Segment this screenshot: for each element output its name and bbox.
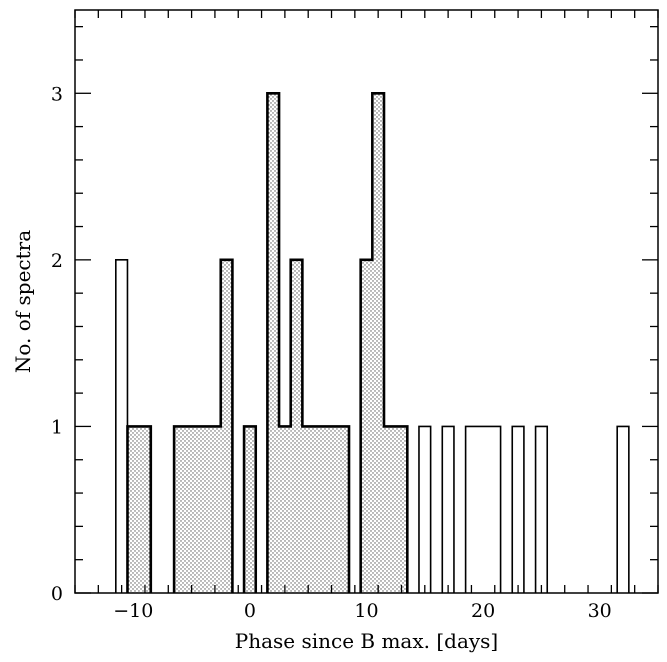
y-tick-labels: 0 1 2 3 — [51, 83, 63, 605]
y-tick-label: 2 — [51, 250, 63, 272]
histogram-bin-step — [511, 425, 525, 593]
x-tick-label: 20 — [471, 600, 495, 622]
shaded-bin — [220, 259, 233, 593]
shaded-bin — [244, 426, 256, 593]
shaded-bin — [395, 426, 408, 593]
y-tick-label: 1 — [51, 416, 63, 438]
x-tick-label: −10 — [113, 600, 153, 622]
shaded-bin — [127, 426, 140, 593]
shaded-bins — [127, 93, 408, 594]
shaded-bin — [267, 93, 280, 594]
y-axis-label: No. of spectra — [11, 230, 35, 373]
shaded-bin — [383, 426, 396, 593]
shaded-bin-outline — [126, 425, 153, 593]
y-tick-label: 0 — [51, 583, 63, 605]
y-tick-label: 3 — [51, 83, 63, 105]
x-tick-label: 0 — [244, 600, 256, 622]
shaded-bin — [185, 426, 198, 593]
shaded-bin — [314, 426, 326, 593]
x-tick-labels: −10 0 10 20 30 — [113, 600, 612, 622]
shaded-bin-outline — [266, 91, 351, 593]
shaded-bin — [360, 259, 373, 593]
shaded-bin — [174, 426, 186, 593]
shaded-bin — [139, 426, 151, 593]
x-tick-label: 30 — [588, 600, 612, 622]
shaded-bin — [325, 426, 338, 593]
histogram-bin-step — [534, 425, 549, 593]
shaded-bin-outline — [242, 425, 258, 593]
shaded-bin-outline — [172, 258, 234, 593]
shaded-bin — [302, 426, 315, 593]
histogram-bin-step — [418, 425, 432, 593]
shaded-bin — [209, 426, 221, 593]
x-axis-label: Phase since B max. [days] — [235, 629, 499, 653]
histogram-bin-step — [616, 425, 630, 593]
histogram-bin-step — [441, 425, 455, 593]
shaded-bin — [337, 426, 350, 593]
shaded-bin — [290, 259, 303, 593]
shaded-bin-outline — [359, 91, 409, 593]
shaded-bin — [372, 93, 384, 594]
x-tick-label: 10 — [354, 600, 378, 622]
plot-frame — [74, 9, 659, 594]
histogram-outline — [115, 91, 630, 593]
histogram-bin-step — [464, 425, 502, 593]
shaded-bin — [279, 426, 291, 593]
shaded-bin — [197, 426, 210, 593]
